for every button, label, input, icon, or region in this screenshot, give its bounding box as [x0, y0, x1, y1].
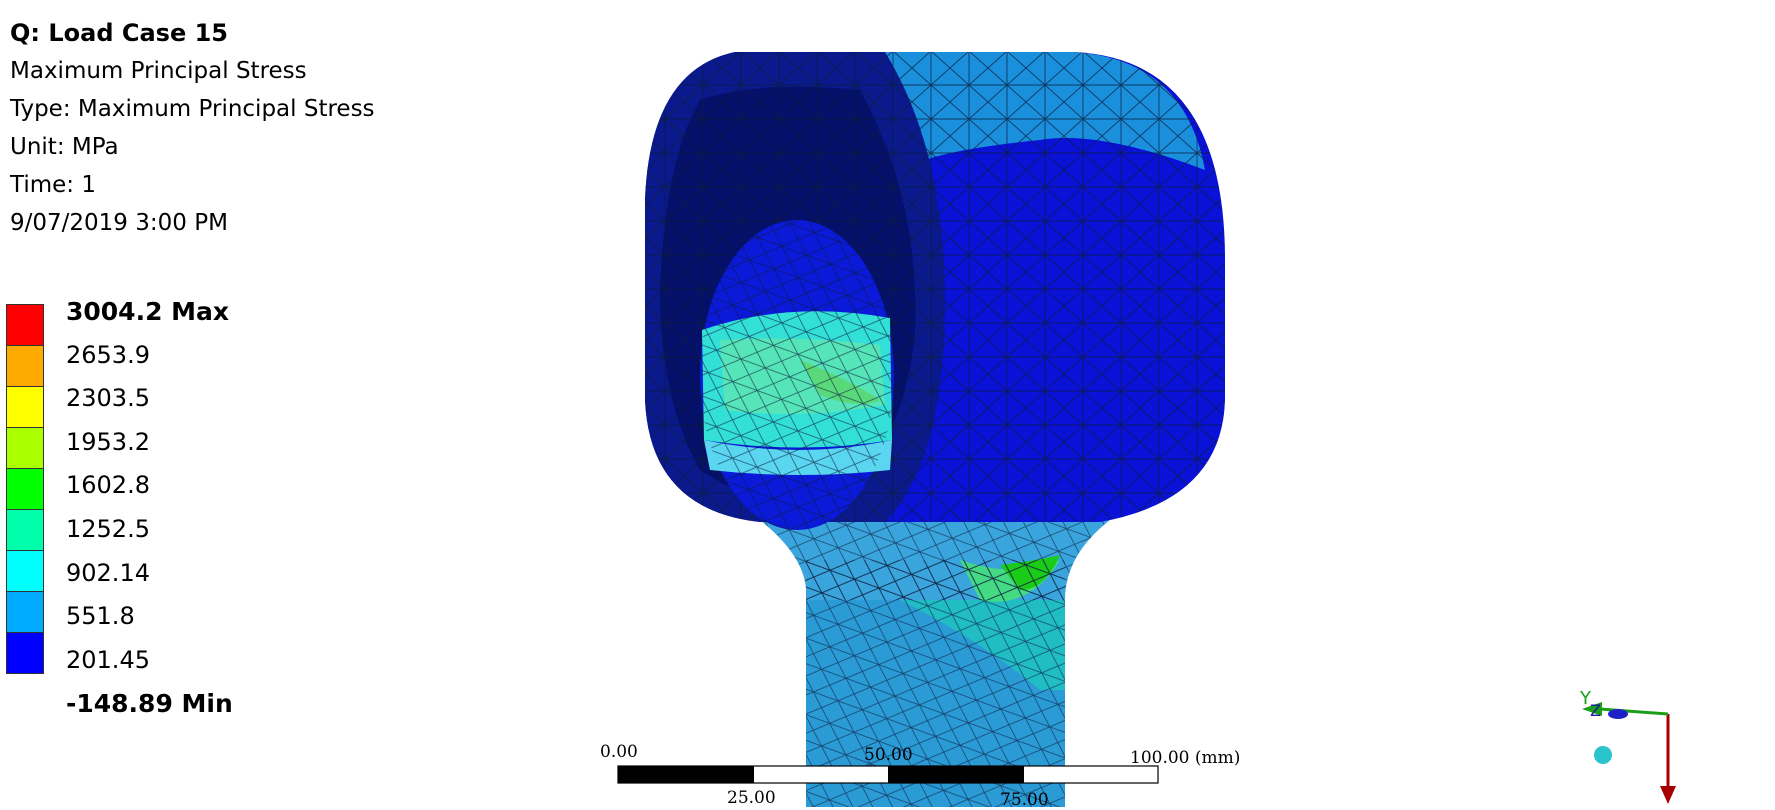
legend-level: 1252.5 [66, 514, 150, 543]
result-name: Maximum Principal Stress [10, 58, 307, 84]
legend-min-label: -148.89 Min [66, 689, 233, 719]
result-type: Type: Maximum Principal Stress [10, 96, 375, 122]
triad-origin-ball[interactable] [1594, 746, 1612, 764]
legend-level: 2653.9 [66, 340, 150, 369]
result-date: 9/07/2019 3:00 PM [10, 210, 228, 236]
scale-label-100: 100.00 (mm) [1130, 748, 1241, 768]
legend-level: 201.45 [66, 645, 150, 674]
contour-legend-bar[interactable] [6, 304, 44, 674]
scale-bar [617, 765, 1159, 784]
legend-max-label: 3004.2 Max [66, 297, 230, 326]
y-axis-arrow [1599, 707, 1669, 716]
result-unit: Unit: MPa [10, 134, 119, 160]
result-time: Time: 1 [10, 172, 96, 198]
legend-level: 551.8 [66, 602, 135, 631]
legend-level: 902.14 [66, 558, 150, 587]
y-axis-label: Y [1579, 688, 1592, 709]
legend-level: 1602.8 [66, 471, 150, 500]
scale-label-25: 25.00 [727, 788, 776, 808]
coordinate-triad[interactable]: Y Z [1560, 676, 1680, 807]
scale-label-50: 50.00 [864, 745, 913, 765]
bore-hole [700, 220, 894, 530]
legend-band [6, 468, 44, 510]
z-axis-label: Z [1590, 701, 1601, 720]
contour-legend-labels: 3004.2 Max 2653.9 2303.5 1953.2 1602.8 1… [66, 290, 233, 726]
legend-level: 2303.5 [66, 384, 150, 413]
y-axis-arrowhead [1582, 702, 1602, 716]
legend-band [6, 509, 44, 551]
shaft [760, 520, 1110, 807]
legend-level: 1953.2 [66, 427, 150, 456]
x-axis-arrow [1608, 709, 1628, 719]
legend-band [6, 632, 44, 674]
result-title: Q: Load Case 15 [10, 19, 228, 47]
scale-label-75: 75.00 [1000, 790, 1049, 810]
scale-label-0: 0.00 [600, 742, 638, 762]
result-info: Q: Load Case 15 Maximum Principal Stress… [10, 14, 375, 242]
z-axis-arrowhead [1660, 786, 1676, 804]
legend-band [6, 550, 44, 592]
